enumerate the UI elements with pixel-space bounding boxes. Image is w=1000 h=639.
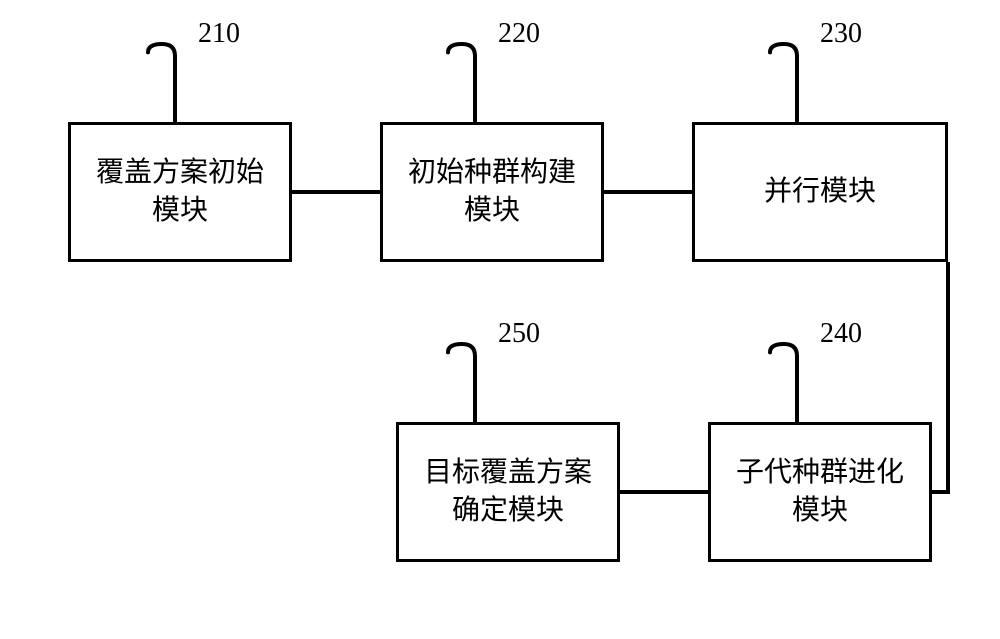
node-n220: 初始种群构建 模块 [380,122,604,262]
node-label: 子代种群进化 模块 [736,454,904,530]
ref-label-240: 240 [820,318,862,350]
node-label: 并行模块 [764,173,876,211]
node-label: 覆盖方案初始 模块 [96,154,264,230]
ref-label-230: 230 [820,18,862,50]
node-label: 目标覆盖方案 确定模块 [424,454,592,530]
node-n240: 子代种群进化 模块 [708,422,932,562]
node-n230: 并行模块 [692,122,948,262]
node-label: 初始种群构建 模块 [408,154,576,230]
diagram-canvas: 覆盖方案初始 模块 210 初始种群构建 模块 220 并行模块 230 子代种群进化 模块… [0,0,1000,639]
edge-n230-n240 [932,262,948,492]
ref-label-250: 250 [498,318,540,350]
ref-label-210: 210 [198,18,240,50]
ref-label-220: 220 [498,18,540,50]
node-n210: 覆盖方案初始 模块 [68,122,292,262]
node-n250: 目标覆盖方案 确定模块 [396,422,620,562]
